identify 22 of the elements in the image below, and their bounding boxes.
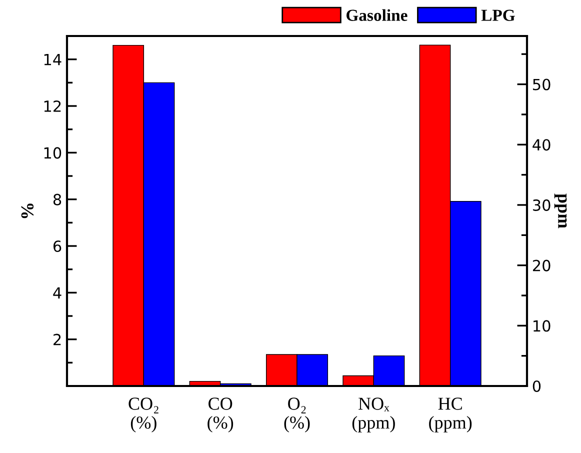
y-tick-label: 8 [53,194,62,206]
y-tick-label: 4 [53,287,62,298]
y2-tick-label: 0 [532,380,541,392]
y2-tick-label: 10 [534,320,550,332]
x-tick-label: NOₓ (ppm) [352,398,395,432]
y2-tick-label: 30 [533,199,550,211]
x-tick-label: O₂ (%) [284,398,310,432]
y2-tick-label: 20 [532,260,550,272]
y2-axis-title: ppm [554,194,567,228]
x-tick-label: CO (%) [208,398,234,432]
x-tick-label: CO₂ (%) [128,398,158,432]
legend-label: LPG [481,10,515,21]
y-axis-title: % [21,204,34,218]
y-tick-label: 10 [44,147,62,159]
y-tick-label: 12 [44,100,61,112]
y-tick-label: 2 [54,334,61,346]
x-tick-label: HC (ppm) [429,398,472,432]
y2-tick-label: 50 [533,78,550,90]
y-tick-label: 14 [44,54,62,66]
legend-label: Gasoline [346,9,408,21]
y-tick-label: 6 [53,240,62,252]
y2-tick-label: 40 [532,139,550,151]
